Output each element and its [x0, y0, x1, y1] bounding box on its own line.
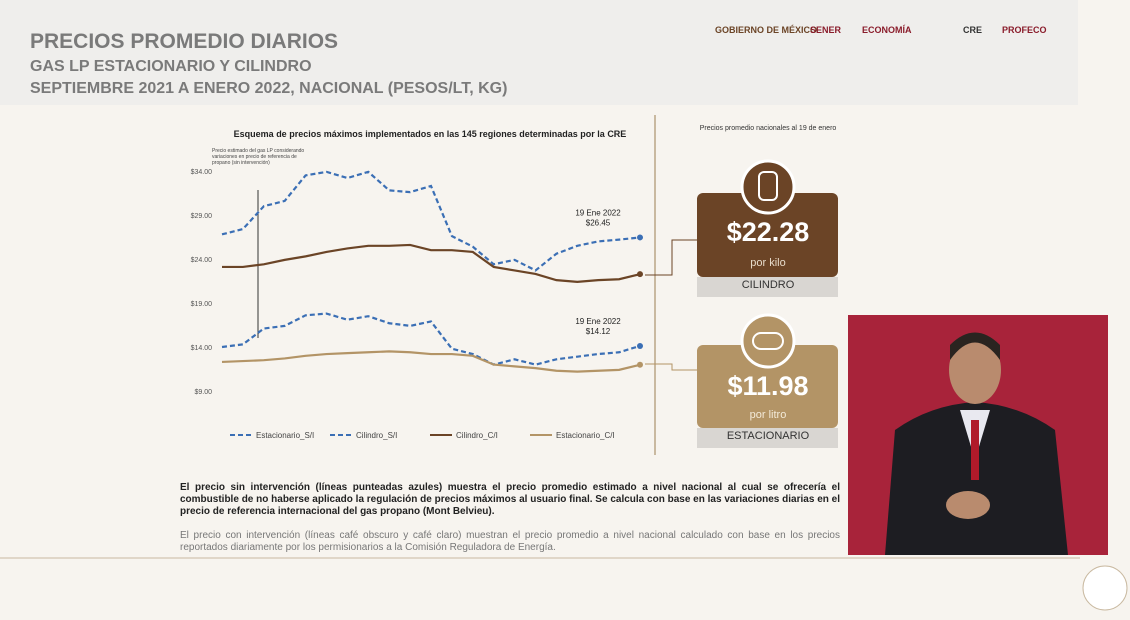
legend-label: Cilindro_C/I — [456, 431, 498, 440]
period: SEPTIEMBRE 2021 A ENERO 2022, NACIONAL (… — [30, 80, 508, 97]
price-box — [697, 193, 838, 277]
legend-label: Estacionario_C/I — [556, 431, 615, 440]
y-tick-label: $34.00 — [191, 169, 213, 176]
label-band — [697, 277, 838, 297]
header-band — [0, 0, 1078, 105]
logo: SENER — [810, 25, 842, 35]
legend-label: Cilindro_S/I — [356, 431, 397, 440]
chart-title: Esquema de precios máximos implementados… — [234, 129, 627, 139]
annotation: 19 Ene 2022 — [575, 208, 621, 217]
logo: PROFECO — [1002, 25, 1047, 35]
hair — [950, 332, 1000, 360]
summary-heading: Precios promedio nacionales al 19 de ene… — [700, 125, 837, 132]
logo: ECONOMÍA — [862, 25, 912, 35]
logo: GOBIERNO DE MÉXICO — [715, 25, 817, 35]
box-label: ESTACIONARIO — [727, 430, 810, 442]
price-box — [697, 345, 838, 428]
note: El precio con intervención (líneas café … — [180, 530, 840, 553]
note: El precio sin intervención (líneas punte… — [180, 482, 840, 517]
end-point — [637, 271, 643, 278]
price: $11.98 — [727, 371, 808, 401]
logo: CRE — [963, 25, 982, 35]
hands — [946, 491, 990, 519]
end-point — [637, 342, 643, 349]
end-point — [637, 361, 643, 368]
series-line — [222, 243, 641, 283]
cylinder-icon — [740, 159, 796, 215]
y-tick-label: $14.00 — [191, 345, 213, 352]
footer-logo — [1082, 565, 1128, 611]
y-tick-label: $19.00 — [191, 301, 213, 308]
connector — [645, 239, 697, 276]
unit: por kilo — [750, 257, 785, 269]
interpreter-head — [949, 336, 1001, 404]
tie — [971, 420, 979, 480]
series-line — [221, 312, 641, 366]
chart-note: Precio estimado del gas LP considerando … — [212, 148, 305, 166]
annotation: 19 Ene 2022 — [575, 317, 621, 326]
box-label: CILINDRO — [742, 279, 795, 291]
annotation: $26.45 — [586, 218, 611, 227]
price: $22.28 — [727, 217, 810, 247]
connector — [645, 363, 697, 371]
y-tick-label: $29.00 — [191, 213, 213, 220]
subtitle: GAS LP ESTACIONARIO Y CILINDRO — [30, 58, 312, 75]
end-point — [637, 234, 643, 241]
icon-shape — [752, 332, 784, 350]
unit: por litro — [750, 409, 787, 421]
series-line — [221, 350, 641, 373]
y-tick-label: $9.00 — [194, 389, 212, 396]
annotation: $14.12 — [586, 327, 611, 336]
title: PRECIOS PROMEDIO DIARIOS — [30, 30, 339, 53]
legend-label: Estacionario_S/I — [256, 431, 314, 440]
icon-shape — [758, 171, 778, 201]
tank-icon — [740, 313, 796, 369]
label-band — [697, 428, 838, 448]
y-tick-label: $24.00 — [191, 257, 213, 264]
series-line — [221, 170, 641, 272]
